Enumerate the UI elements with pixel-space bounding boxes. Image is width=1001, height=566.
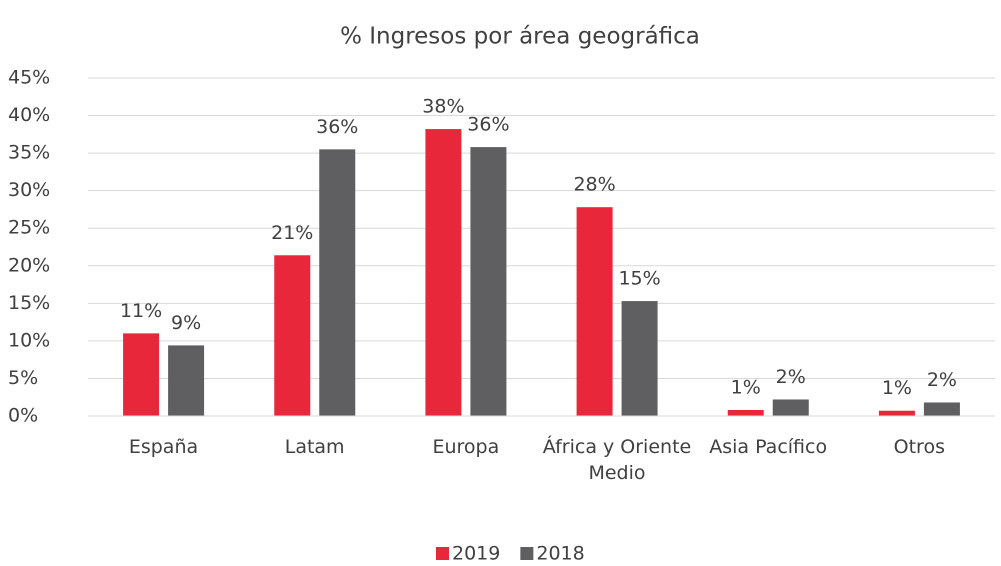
y-tick-label: 15% xyxy=(8,292,50,314)
y-tick-label: 5% xyxy=(8,367,38,389)
data-label: 9% xyxy=(171,312,201,334)
chart-title: % Ingresos por área geográfica xyxy=(340,24,700,50)
y-tick-label: 20% xyxy=(8,254,50,276)
data-label: 2% xyxy=(776,366,806,388)
x-tick-label: Otros xyxy=(893,436,945,458)
y-tick-label: 25% xyxy=(8,217,50,239)
x-tick-label: África y Oriente Medio xyxy=(542,436,692,484)
y-tick-label: 40% xyxy=(8,104,50,126)
data-label: 1% xyxy=(882,377,912,399)
bar xyxy=(621,301,658,416)
legend-label: 2018 xyxy=(536,543,584,565)
bar xyxy=(123,333,160,416)
bar xyxy=(727,409,764,416)
y-tick-label: 45% xyxy=(8,67,50,89)
y-tick-label: 35% xyxy=(8,142,50,164)
bar xyxy=(923,402,960,416)
data-label: 2% xyxy=(927,369,957,391)
data-label: 1% xyxy=(731,376,761,398)
legend-swatch xyxy=(520,547,534,560)
y-tick-label: 30% xyxy=(8,179,50,201)
x-tick-label: Europa xyxy=(432,436,500,458)
legend-swatch xyxy=(436,547,449,560)
data-label: 36% xyxy=(316,116,358,138)
x-tick-label: España xyxy=(128,436,199,458)
bar xyxy=(576,207,613,416)
data-label: 21% xyxy=(271,222,313,244)
y-tick-label: 10% xyxy=(8,329,50,351)
x-tick-label: Latam xyxy=(284,436,345,458)
bar xyxy=(470,147,507,416)
y-tick-label: 0% xyxy=(8,405,38,427)
data-label: 15% xyxy=(618,268,660,290)
bar xyxy=(425,129,462,416)
data-label: 36% xyxy=(467,114,509,136)
bar xyxy=(772,399,809,416)
bar xyxy=(319,149,356,416)
bar xyxy=(168,345,205,416)
data-label: 28% xyxy=(573,174,615,196)
data-label: 11% xyxy=(120,300,162,322)
bar xyxy=(274,255,311,416)
bar xyxy=(878,410,915,416)
legend-label: 2019 xyxy=(452,543,500,565)
x-tick-label: Asia Pacífico xyxy=(709,436,828,458)
data-label: 38% xyxy=(422,96,464,118)
